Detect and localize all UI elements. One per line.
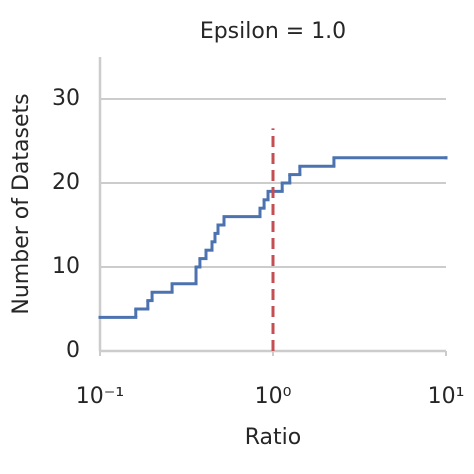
x-tick-label: 10¹ — [428, 384, 465, 409]
x-axis-label: Ratio — [245, 425, 301, 450]
y-tick-label: 20 — [52, 170, 80, 195]
y-axis-label: Number of Datasets — [9, 93, 34, 314]
y-tick-label: 0 — [66, 338, 80, 363]
x-tick-label: 10⁻¹ — [76, 384, 124, 409]
x-tick-label: 10⁰ — [255, 384, 292, 409]
y-tick-label: 30 — [52, 86, 80, 111]
y-tick-label: 10 — [52, 254, 80, 279]
chart-title: Epsilon = 1.0 — [200, 19, 346, 44]
